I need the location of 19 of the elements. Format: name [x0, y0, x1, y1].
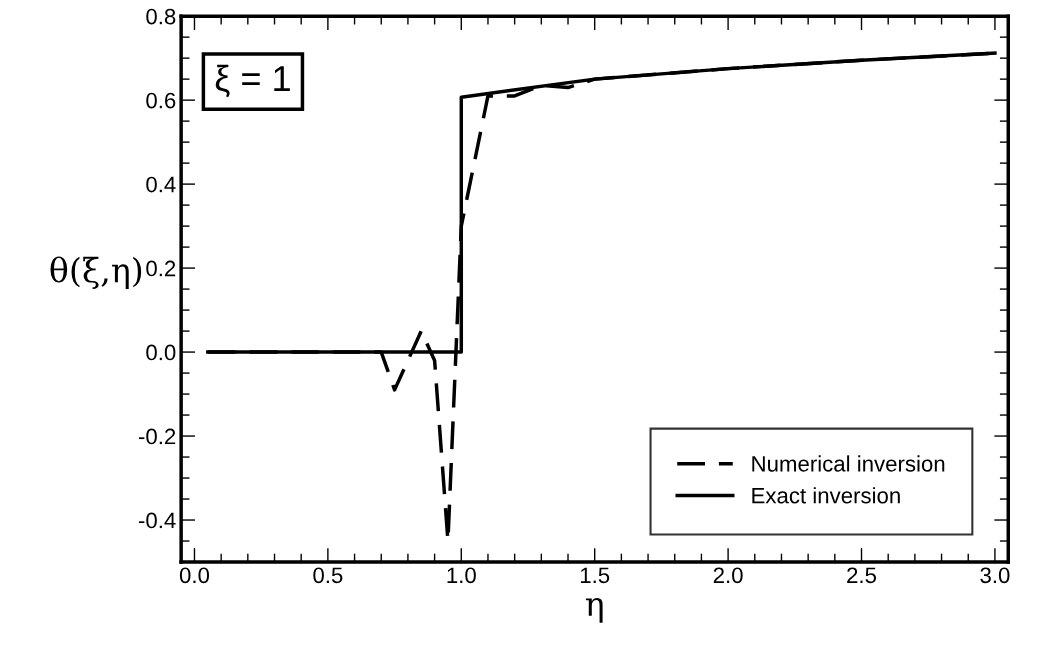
- x-axis-title: η: [585, 597, 603, 623]
- x-tick-label: 0.5: [313, 567, 343, 584]
- y-axis-title: θ(ξ,η): [50, 256, 142, 290]
- x-tick-label: 1.0: [447, 567, 476, 584]
- legend-label: Numerical inversion: [752, 455, 945, 472]
- x-tick-label: 0.0: [179, 567, 210, 584]
- legend-label: Exact inversion: [752, 487, 900, 504]
- y-tick-label: -0.4: [138, 512, 176, 529]
- y-tick-label: 0.0: [146, 344, 176, 361]
- annotation: ξ = 1: [215, 64, 290, 98]
- y-tick-label: 0.8: [146, 8, 176, 25]
- x-tick-label: 1.5: [580, 567, 610, 584]
- x-tick-label: 2.0: [713, 567, 743, 584]
- y-tick-label: 0.4: [146, 176, 176, 193]
- y-tick-label: 0.6: [146, 92, 176, 109]
- x-tick-label: 3.0: [980, 567, 1010, 584]
- y-tick-label: 0.2: [146, 260, 176, 277]
- y-tick-label: -0.2: [138, 428, 176, 445]
- x-tick-label: 2.5: [847, 567, 877, 584]
